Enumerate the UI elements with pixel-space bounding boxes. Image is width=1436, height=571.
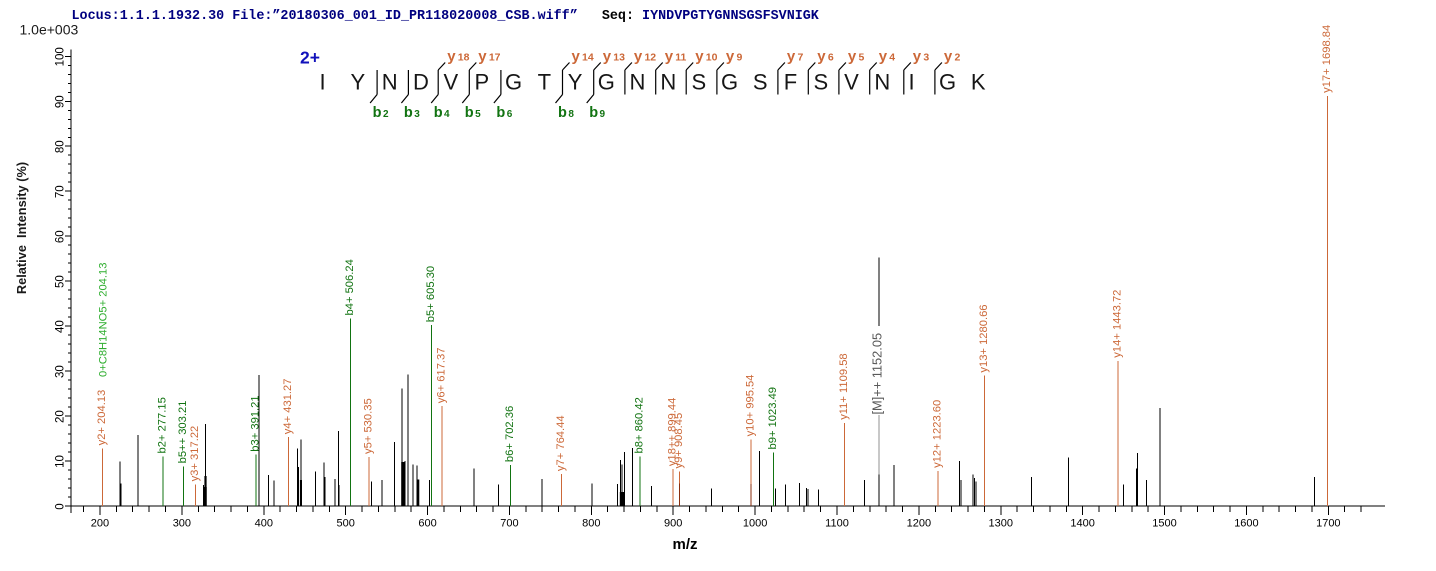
svg-text:1100: 1100	[825, 518, 849, 530]
svg-text:[M]++ 1152.05: [M]++ 1152.05	[870, 333, 885, 415]
svg-text:I: I	[319, 70, 325, 95]
svg-text:F: F	[784, 70, 797, 95]
svg-text:900: 900	[664, 518, 682, 530]
svg-text:y17+ 1698.84: y17+ 1698.84	[1321, 25, 1333, 93]
svg-text:y11: y 11	[665, 48, 687, 65]
svg-text:b5: b5	[465, 105, 481, 121]
svg-text:y4: y4	[879, 48, 896, 65]
svg-text:y10: y 10	[695, 48, 717, 65]
svg-text:G: G	[721, 70, 738, 95]
svg-text:N: N	[630, 70, 646, 95]
svg-text:y5+ 530.35: y5+ 530.35	[363, 398, 375, 454]
svg-text:1300: 1300	[989, 518, 1013, 530]
svg-text:20: 20	[55, 410, 67, 423]
svg-text:0+C8H14NO5+ 204.13: 0+C8H14NO5+ 204.13	[98, 263, 110, 377]
svg-text:Y: Y	[350, 70, 365, 95]
svg-text:b2+ 277.15: b2+ 277.15	[156, 397, 168, 453]
svg-text:b3: b3	[404, 105, 420, 121]
svg-text:y3+ 317.22: y3+ 317.22	[189, 426, 201, 482]
svg-text:1500: 1500	[1152, 518, 1176, 530]
svg-text:0: 0	[55, 503, 67, 509]
svg-text:S: S	[814, 70, 829, 95]
svg-text:y9: y9	[726, 48, 743, 65]
svg-text:1200: 1200	[907, 518, 931, 530]
svg-text:K: K	[971, 70, 986, 95]
svg-text:1.0e+003: 1.0e+003	[20, 22, 79, 38]
svg-text:y12+ 1223.60: y12+ 1223.60	[932, 400, 944, 468]
svg-text:y14: y 14	[572, 48, 594, 65]
svg-text:b5++ 303.21: b5++ 303.21	[177, 401, 189, 464]
svg-text:50: 50	[55, 275, 67, 288]
svg-text:y10+ 995.54: y10+ 995.54	[744, 374, 756, 436]
svg-text:1400: 1400	[1070, 518, 1094, 530]
svg-text:N: N	[382, 70, 398, 95]
svg-text:b6: b6	[496, 105, 512, 121]
svg-text:S: S	[691, 70, 706, 95]
svg-text:G: G	[598, 70, 615, 95]
svg-text:1000: 1000	[743, 518, 767, 530]
svg-text:P: P	[475, 70, 490, 95]
svg-text:200: 200	[91, 518, 109, 530]
svg-text:y4+ 431.27: y4+ 431.27	[282, 379, 294, 435]
svg-text:N: N	[660, 70, 676, 95]
svg-text:y9+ 908.45: y9+ 908.45	[673, 413, 685, 469]
svg-text:y2: y2	[944, 48, 961, 65]
svg-text:S: S	[753, 70, 768, 95]
svg-text:y6+ 617.37: y6+ 617.37	[435, 348, 447, 404]
svg-text:Relative Intensity (%): Relative Intensity (%)	[14, 162, 29, 294]
svg-text:60: 60	[55, 230, 67, 243]
svg-text:D: D	[413, 70, 429, 95]
svg-text:y14+ 1443.72: y14+ 1443.72	[1112, 290, 1124, 358]
svg-text:N: N	[874, 70, 890, 95]
svg-text:700: 700	[500, 518, 518, 530]
svg-text:y7: y7	[787, 48, 804, 65]
svg-text:y6: y6	[817, 48, 834, 65]
svg-text:Y: Y	[568, 70, 583, 95]
svg-text:b4: b4	[434, 105, 450, 121]
svg-text:2+: 2+	[300, 47, 320, 67]
svg-text:y18: y 18	[447, 48, 469, 65]
svg-text:y17: y 17	[478, 48, 500, 65]
svg-text:G: G	[939, 70, 956, 95]
svg-text:b8: b8	[558, 105, 574, 121]
svg-text:b2: b2	[373, 105, 389, 121]
svg-text:y13: y 13	[603, 48, 625, 65]
svg-text:y7+ 764.44: y7+ 764.44	[555, 415, 567, 471]
svg-text:600: 600	[418, 518, 436, 530]
svg-text:30: 30	[55, 365, 67, 378]
svg-text:80: 80	[55, 140, 67, 153]
svg-text:y5: y5	[848, 48, 865, 65]
svg-text:b6+ 702.36: b6+ 702.36	[504, 406, 516, 462]
svg-text:b4+ 506.24: b4+ 506.24	[344, 259, 356, 315]
svg-text:90: 90	[55, 95, 67, 108]
svg-text:b9: b9	[589, 105, 605, 121]
svg-text:m/z: m/z	[672, 536, 697, 553]
svg-text:70: 70	[55, 185, 67, 198]
svg-text:V: V	[844, 70, 859, 95]
svg-text:b8+ 860.42: b8+ 860.42	[634, 397, 646, 453]
svg-text:y18++ 899.44: y18++ 899.44	[667, 398, 679, 466]
svg-text:Locus:1.1.1.1932.30 File:”2018: Locus:1.1.1.1932.30 File:”20180306_001_I…	[72, 9, 820, 24]
svg-text:b9+ 1023.49: b9+ 1023.49	[767, 387, 779, 450]
svg-text:400: 400	[255, 518, 273, 530]
svg-text:T: T	[538, 70, 551, 95]
svg-text:y13+ 1280.66: y13+ 1280.66	[978, 304, 990, 372]
svg-text:V: V	[443, 70, 458, 95]
svg-text:100: 100	[55, 47, 67, 66]
svg-text:G: G	[505, 70, 522, 95]
svg-text:800: 800	[582, 518, 600, 530]
svg-text:1700: 1700	[1316, 518, 1340, 530]
svg-text:10: 10	[55, 455, 67, 468]
svg-text:b3+ 391.21: b3+ 391.21	[250, 395, 262, 451]
svg-text:500: 500	[336, 518, 354, 530]
svg-text:I: I	[908, 70, 914, 95]
svg-text:300: 300	[173, 518, 191, 530]
svg-text:y2+ 204.13: y2+ 204.13	[96, 390, 108, 446]
svg-text:y3: y3	[913, 48, 930, 65]
svg-text:b5+ 605.30: b5+ 605.30	[425, 266, 437, 322]
svg-text:1600: 1600	[1234, 518, 1258, 530]
svg-text:y11+ 1109.58: y11+ 1109.58	[838, 353, 850, 419]
svg-text:y12: y 12	[634, 48, 656, 65]
svg-text:40: 40	[55, 320, 67, 333]
